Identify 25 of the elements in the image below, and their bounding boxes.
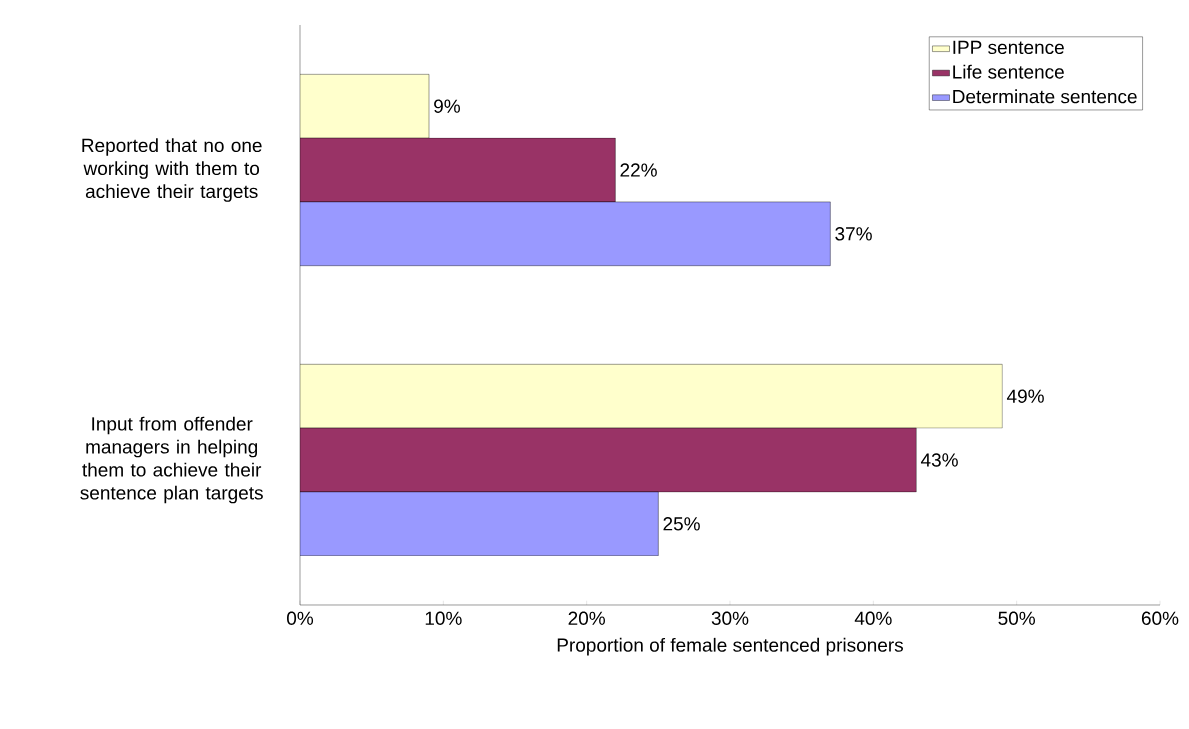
data-label: 43%: [920, 453, 958, 467]
x-tick-label: 10%: [425, 611, 462, 625]
bar: [300, 201, 831, 266]
x-tick-label: 0%: [287, 611, 314, 625]
data-label: 22%: [620, 163, 657, 177]
data-label: 37%: [835, 227, 872, 241]
legend-label: Life sentence: [953, 64, 1064, 79]
bar: [300, 491, 659, 556]
x-axis-title: Proportion of female sentenced prisoners: [557, 637, 903, 656]
x-tick-label: 20%: [568, 611, 605, 625]
data-label: 49%: [1006, 389, 1044, 403]
legend-label: IPP sentence: [953, 40, 1064, 55]
x-tick-label: 30%: [711, 611, 749, 625]
x-tick-label: 60%: [1141, 611, 1179, 625]
x-tick-label: 50%: [998, 611, 1035, 625]
x-tick-label: 40%: [854, 611, 892, 625]
data-label: 9%: [434, 99, 460, 113]
legend-label: Determinate sentence: [953, 89, 1137, 104]
bar: [300, 364, 1003, 429]
y-tick-label: Reported that no one working with them to achieve their targets: [82, 138, 262, 202]
data-label: 25%: [663, 517, 700, 531]
bar: [300, 427, 917, 493]
y-tick-label: Input from offender managers in helping them to achieve their sentence plan targets: [80, 416, 263, 504]
bar: [300, 137, 616, 203]
bar: [300, 74, 430, 139]
